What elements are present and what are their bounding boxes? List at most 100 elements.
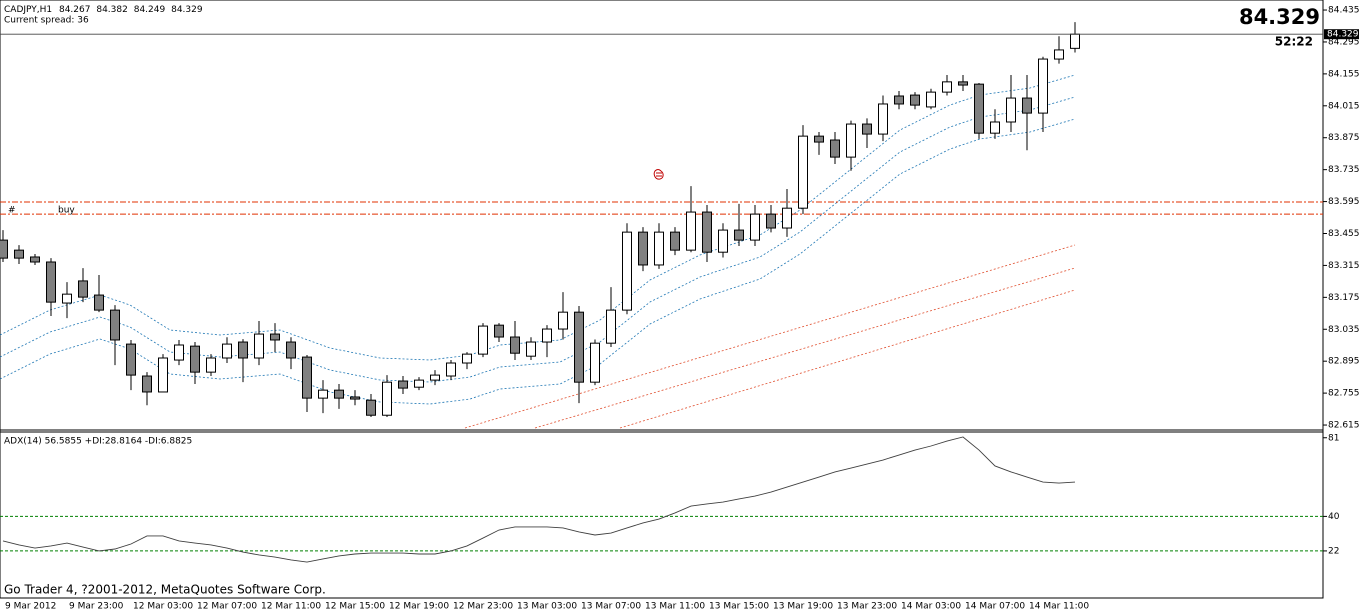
y-tick-label: 83.875 xyxy=(1328,133,1360,143)
y-tick-label: 83.175 xyxy=(1328,293,1360,303)
candle-body xyxy=(718,229,728,253)
x-tick-label: 13 Mar 19:00 xyxy=(773,602,833,612)
x-tick-label: 13 Mar 11:00 xyxy=(645,602,705,612)
price-box-label: 84.329 xyxy=(1327,30,1359,40)
candle-body xyxy=(94,294,104,311)
x-tick-label: 13 Mar 07:00 xyxy=(581,602,641,612)
candle-body xyxy=(286,341,296,359)
x-tick-label: 13 Mar 15:00 xyxy=(709,602,769,612)
spread-label: Current spread: 36 xyxy=(4,16,89,26)
candle-body xyxy=(270,333,280,341)
candle-body xyxy=(110,309,120,341)
candle-body xyxy=(606,309,616,344)
y-tick-label: 84.435 xyxy=(1328,6,1360,16)
y-tick-label: 81 xyxy=(1328,433,1339,443)
y-tick-label: 83.595 xyxy=(1328,197,1360,207)
candle-body xyxy=(830,139,840,158)
candle-body xyxy=(206,357,216,373)
candle-body xyxy=(686,211,696,251)
candle-body xyxy=(958,81,968,86)
y-tick-label: 40 xyxy=(1328,512,1340,522)
candle-body xyxy=(862,123,872,135)
candle-body xyxy=(494,324,504,338)
x-tick-label: 14 Mar 11:00 xyxy=(1029,602,1089,612)
x-tick-label: 9 Mar 2012 xyxy=(5,602,56,612)
candle-body xyxy=(526,341,536,357)
candle-body xyxy=(638,231,648,266)
x-tick-label: 12 Mar 19:00 xyxy=(389,602,449,612)
candle-body xyxy=(894,95,904,105)
chart-frame xyxy=(0,0,1324,599)
candle-body xyxy=(30,256,40,263)
x-tick-label: 12 Mar 11:00 xyxy=(261,602,321,612)
candle-body xyxy=(0,239,8,259)
candle-body xyxy=(222,343,232,359)
candle-body xyxy=(622,231,632,311)
order-label: # xyxy=(8,206,16,216)
y-tick-label: 83.315 xyxy=(1328,261,1360,271)
candle-body xyxy=(350,396,360,400)
candle-body xyxy=(382,381,392,416)
candle-body xyxy=(446,362,456,377)
candle-body xyxy=(766,213,776,229)
last-high: 84.382 xyxy=(96,5,128,15)
y-tick-label: 84.295 xyxy=(1328,37,1360,47)
candle-body xyxy=(478,325,488,355)
candle-body xyxy=(558,311,568,330)
y-tick-label: 83.035 xyxy=(1328,325,1360,335)
x-tick-label: 12 Mar 03:00 xyxy=(133,602,193,612)
candle-body xyxy=(1006,97,1016,123)
x-tick-label: 13 Mar 03:00 xyxy=(517,602,577,612)
bar-timer: 52:22 xyxy=(1275,35,1313,49)
y-tick-label: 84.015 xyxy=(1328,101,1360,111)
candle-body xyxy=(702,211,712,253)
candle-body xyxy=(254,333,264,359)
x-tick-label: 12 Mar 15:00 xyxy=(325,602,385,612)
candle-body xyxy=(590,342,600,383)
candle-body xyxy=(158,357,168,393)
candle-body xyxy=(430,374,440,381)
last-low: 84.249 xyxy=(134,5,166,15)
candle-body xyxy=(670,231,680,251)
x-tick-label: 12 Mar 23:00 xyxy=(453,602,513,612)
candle-body xyxy=(78,280,88,298)
candle-body xyxy=(126,343,136,376)
candle-body xyxy=(654,231,664,266)
candle-body xyxy=(142,375,152,393)
candle-body xyxy=(798,135,808,209)
candle-body xyxy=(510,336,520,354)
y-tick-label: 84.155 xyxy=(1328,69,1360,79)
x-tick-label: 14 Mar 03:00 xyxy=(901,602,961,612)
candle-body xyxy=(414,379,424,388)
y-tick-label: 82.895 xyxy=(1328,357,1360,367)
candle-body xyxy=(62,293,72,304)
y-tick-label: 82.615 xyxy=(1328,421,1360,431)
x-tick-label: 13 Mar 23:00 xyxy=(837,602,897,612)
y-tick-label: 22 xyxy=(1328,546,1339,556)
symbol: CADJPY,H1 xyxy=(4,5,52,15)
candle-body xyxy=(318,389,328,399)
candle-body xyxy=(334,389,344,399)
candle-body xyxy=(174,344,184,361)
candle-body xyxy=(366,399,376,416)
candle-body xyxy=(302,356,312,399)
candle-body xyxy=(878,103,888,135)
footer: Go Trader 4, ?2001-2012, MetaQuotes Soft… xyxy=(4,583,326,597)
order-label: buy xyxy=(58,206,75,216)
candle-body xyxy=(782,207,792,229)
candle-body xyxy=(942,81,952,93)
y-tick-label: 83.455 xyxy=(1328,229,1360,239)
candle-body xyxy=(238,341,248,359)
candle-body xyxy=(542,328,552,343)
price-box xyxy=(1324,29,1359,40)
y-tick-label: 82.755 xyxy=(1328,389,1360,399)
x-tick-label: 12 Mar 07:00 xyxy=(197,602,257,612)
candle-body xyxy=(574,311,584,383)
y-tick-label: 83.735 xyxy=(1328,165,1360,175)
candle-body xyxy=(846,123,856,158)
x-tick-label: 9 Mar 23:00 xyxy=(69,602,124,612)
chart-header: CADJPY,H1 84.267 84.382 84.249 84.329 xyxy=(4,5,203,15)
last-close: 84.329 xyxy=(171,5,203,15)
candle-body xyxy=(1070,33,1080,49)
